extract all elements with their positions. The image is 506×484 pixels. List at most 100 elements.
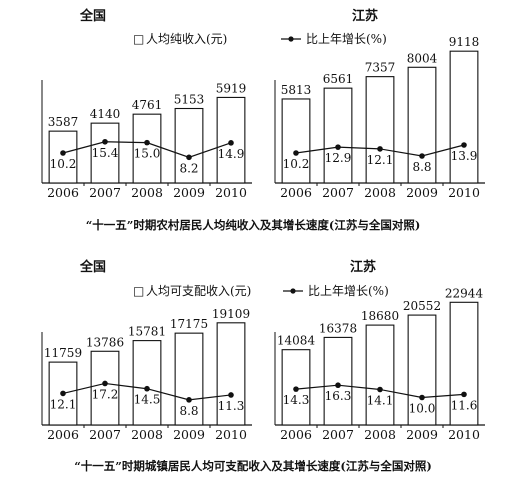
- bar-value-label: 3587: [48, 115, 79, 129]
- bar-value-label: 19109: [212, 307, 250, 321]
- x-tick-label: 2009: [406, 185, 438, 200]
- bar-value-label: 22944: [445, 286, 484, 300]
- rate-value-label: 13.9: [451, 149, 478, 163]
- rate-point: [60, 150, 66, 156]
- bar-value-label: 18680: [361, 309, 399, 323]
- bar-value-label: 7357: [365, 61, 396, 75]
- x-tick-label: 2009: [406, 427, 438, 442]
- panel-rural-jiangsu: 江苏 比上年增长(%) 5813 2006 6561 2007 7357 2008 8004…: [274, 8, 485, 200]
- bar: [48, 361, 78, 426]
- region-title: 全国: [79, 259, 106, 275]
- bar-value-label: 9118: [449, 35, 480, 49]
- bar-value-label: 14084: [277, 334, 316, 348]
- bar: [90, 122, 120, 184]
- rate-point: [102, 380, 108, 387]
- region-title: 江苏: [352, 8, 378, 24]
- bar: [132, 113, 162, 184]
- bar-legend-label: 人均可支配收入(元): [146, 284, 251, 298]
- bar-value-label: 4140: [90, 107, 121, 121]
- bar-value-label: 8004: [407, 51, 438, 65]
- rate-point: [377, 146, 383, 152]
- bar-value-label: 5153: [174, 93, 205, 107]
- bar: [216, 322, 246, 426]
- x-tick-label: 2010: [215, 427, 247, 442]
- panel-rural-national: 全国 □ 人均纯收入(元) 3587 2006 4140 2007 4761 2008 51…: [41, 8, 252, 200]
- bar: [365, 76, 395, 184]
- bar-value-label: 17175: [170, 317, 208, 331]
- rate-value-label: 11.6: [451, 398, 478, 412]
- rate-point: [335, 144, 341, 150]
- rate-value-label: 12.1: [50, 397, 77, 411]
- x-tick-label: 2010: [215, 185, 247, 200]
- bar: [132, 340, 162, 426]
- bar-legend-marker: □: [133, 284, 144, 298]
- rate-legend-marker: [290, 288, 296, 294]
- bar: [323, 87, 353, 184]
- bar-value-label: 13786: [86, 335, 124, 349]
- rate-value-label: 8.8: [179, 404, 198, 418]
- bar: [174, 107, 204, 184]
- rate-point: [144, 385, 150, 392]
- rate-point: [293, 150, 299, 156]
- bar-value-label: 16378: [319, 321, 357, 335]
- region-title: 全国: [79, 8, 106, 24]
- rate-point: [419, 394, 425, 401]
- bar-legend-label: 人均纯收入(元): [146, 32, 227, 46]
- rate-point: [461, 142, 467, 148]
- rate-point: [60, 390, 66, 397]
- rate-value-label: 15.4: [92, 146, 119, 160]
- rate-point: [335, 382, 341, 389]
- bar-value-label: 15781: [128, 325, 166, 339]
- rate-point: [293, 386, 299, 392]
- rate-value-label: 15.0: [134, 147, 161, 161]
- figure-caption-rural: “十一五”时期农村居民人均纯收入及其增长速度(江苏与全国对照): [86, 218, 421, 232]
- rate-point: [461, 391, 467, 398]
- panel-urban-jiangsu: 江苏 比上年增长(%) 14084 2006 16378 2007 18680 2008 2…: [274, 259, 485, 442]
- x-tick-label: 2007: [89, 185, 121, 200]
- rate-legend-label: 比上年增长(%): [306, 32, 387, 46]
- rate-point: [419, 153, 425, 159]
- bar: [323, 336, 353, 426]
- rate-point: [186, 154, 192, 161]
- x-tick-label: 2008: [364, 427, 396, 442]
- rate-point: [102, 138, 108, 145]
- rate-value-label: 14.9: [218, 147, 245, 161]
- x-tick-label: 2009: [173, 427, 205, 442]
- x-tick-label: 2007: [322, 427, 354, 442]
- bar: [365, 324, 395, 426]
- rate-value-label: 12.1: [367, 153, 394, 167]
- rate-value-label: 14.3: [283, 393, 310, 407]
- bar-value-label: 4761: [132, 98, 163, 112]
- rate-point: [228, 140, 234, 146]
- rate-point: [144, 139, 150, 146]
- rate-value-label: 14.1: [367, 394, 394, 408]
- bar: [174, 332, 204, 426]
- panel-urban-national: 全国 □ 人均可支配收入(元) 11759 2006 13786 2007 15781 2…: [41, 259, 252, 442]
- x-tick-label: 2010: [448, 185, 480, 200]
- bar: [90, 350, 120, 426]
- bar-value-label: 20552: [403, 299, 441, 313]
- x-tick-label: 2010: [448, 427, 480, 442]
- bar-value-label: 5813: [281, 83, 312, 97]
- rate-value-label: 11.3: [218, 399, 245, 413]
- rate-point: [377, 386, 383, 393]
- rate-point: [186, 397, 192, 403]
- rate-value-label: 12.9: [325, 151, 352, 165]
- x-tick-label: 2007: [322, 185, 354, 200]
- figure-caption-urban: “十一五”时期城镇居民人均可支配收入及其增长速度(江苏与全国对照): [74, 459, 432, 473]
- region-title: 江苏: [350, 259, 376, 275]
- bar-value-label: 5919: [216, 81, 247, 95]
- rate-value-label: 8.8: [412, 160, 431, 174]
- bar: [449, 301, 479, 426]
- rate-value-label: 17.2: [92, 387, 119, 401]
- bar: [449, 50, 479, 184]
- rate-point: [228, 392, 234, 398]
- rate-value-label: 14.5: [134, 393, 161, 407]
- rate-value-label: 10.2: [283, 157, 310, 171]
- bar-value-label: 11759: [44, 346, 82, 360]
- x-tick-label: 2008: [364, 185, 396, 200]
- bar: [407, 66, 437, 184]
- x-tick-label: 2006: [280, 427, 312, 442]
